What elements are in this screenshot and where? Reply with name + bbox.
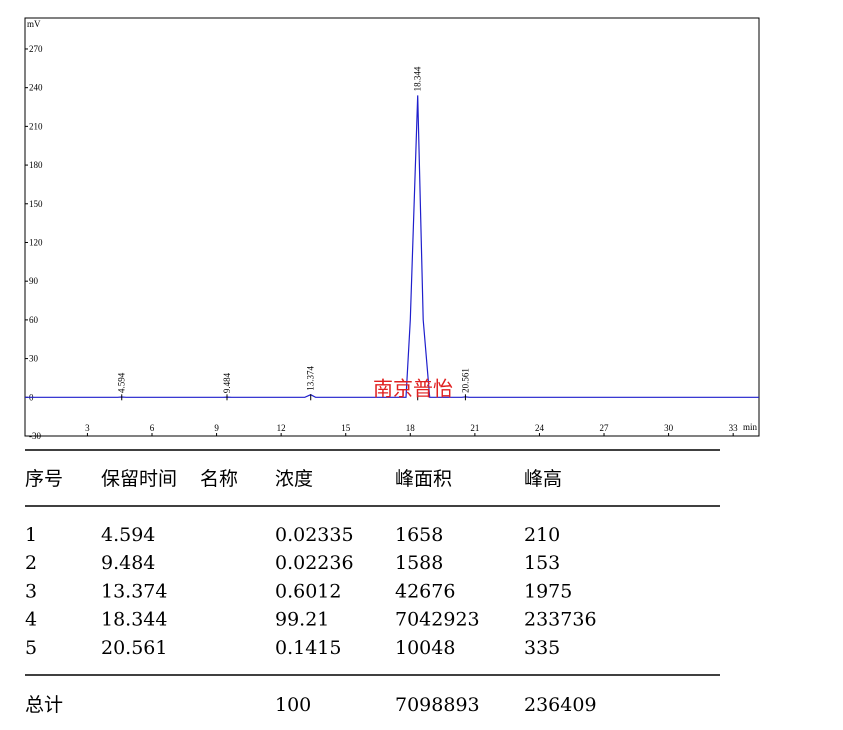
y-tick-label: -30 — [29, 431, 41, 441]
table-cell: 0.02335 — [275, 524, 354, 546]
x-tick-label: 6 — [150, 423, 155, 433]
table-cell: 1588 — [395, 552, 443, 574]
peak-label: 4.594 — [117, 372, 127, 393]
table-cell: 4.594 — [101, 524, 155, 546]
table-cell: 1658 — [395, 524, 443, 546]
table-cell: 3 — [25, 580, 37, 602]
x-tick-label: 12 — [277, 423, 286, 433]
table-cell: 9.484 — [101, 552, 155, 574]
trace — [25, 95, 759, 398]
watermark: 南京普怡 — [373, 377, 453, 401]
y-tick-label: 150 — [29, 199, 43, 209]
table-cell: 0.1415 — [275, 637, 341, 659]
table-cell: 153 — [524, 552, 560, 574]
x-tick-label: 24 — [535, 423, 545, 433]
table-cell: 18.344 — [101, 609, 167, 631]
peak-label: 9.484 — [222, 372, 232, 393]
total-cell: 100 — [275, 694, 311, 716]
x-tick-label: 30 — [664, 423, 674, 433]
table-cell: 2 — [25, 552, 37, 574]
x-tick-label: 21 — [470, 423, 479, 433]
x-axis-label: min — [743, 422, 758, 432]
table-cell: 5 — [25, 637, 37, 659]
table-cell: 0.02236 — [275, 552, 354, 574]
y-tick-label: 60 — [29, 315, 39, 325]
x-tick-label: 18 — [406, 423, 416, 433]
table-cell: 0.6012 — [275, 580, 341, 602]
peak-label: 18.344 — [413, 66, 423, 91]
table-cell: 1975 — [524, 580, 572, 602]
y-tick-label: 210 — [29, 121, 43, 131]
table-header: 峰高 — [524, 468, 562, 490]
peak-label: 13.374 — [306, 365, 316, 390]
table-cell: 335 — [524, 637, 560, 659]
table-cell: 233736 — [524, 609, 597, 631]
table-cell: 1 — [25, 524, 37, 546]
table-cell: 42676 — [395, 580, 455, 602]
y-tick-label: 240 — [29, 83, 43, 93]
table-header: 保留时间 — [101, 468, 177, 490]
y-tick-label: 270 — [29, 44, 43, 54]
y-axis-label: mV — [27, 19, 41, 29]
table-header: 浓度 — [275, 468, 313, 490]
total-cell: 7098893 — [395, 694, 480, 716]
y-tick-label: 90 — [29, 276, 39, 286]
table-cell: 20.561 — [101, 637, 167, 659]
x-tick-label: 9 — [214, 423, 219, 433]
table-header: 峰面积 — [395, 468, 452, 490]
x-tick-label: 27 — [600, 423, 610, 433]
total-cell: 总计 — [25, 694, 63, 716]
x-tick-label: 15 — [341, 423, 351, 433]
table-header: 名称 — [200, 468, 238, 490]
y-tick-label: 30 — [29, 354, 39, 364]
total-cell: 236409 — [524, 694, 597, 716]
table-cell: 4 — [25, 609, 37, 631]
table-cell: 13.374 — [101, 580, 167, 602]
plot-frame — [24, 17, 760, 437]
y-tick-label: 180 — [29, 160, 43, 170]
peak-label: 20.561 — [460, 368, 470, 393]
y-tick-label: 120 — [29, 237, 43, 247]
table-cell: 10048 — [395, 637, 455, 659]
table-cell: 210 — [524, 524, 560, 546]
x-tick-label: 3 — [85, 423, 90, 433]
x-tick-label: 33 — [729, 423, 739, 433]
table-cell: 99.21 — [275, 609, 329, 631]
table-cell: 7042923 — [395, 609, 480, 631]
table-header: 序号 — [25, 468, 63, 490]
